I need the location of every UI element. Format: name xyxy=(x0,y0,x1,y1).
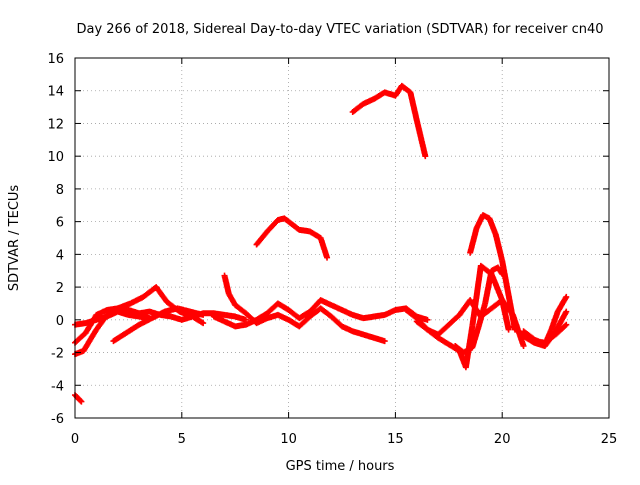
x-tick-label: 15 xyxy=(387,432,404,447)
series-arc-9 xyxy=(349,82,429,160)
plot-frame xyxy=(74,57,610,419)
series-trace xyxy=(72,393,84,404)
x-tick-label: 20 xyxy=(494,432,511,447)
series-trace xyxy=(254,215,330,260)
y-tick-label: 12 xyxy=(47,117,64,132)
y-tick-label: -6 xyxy=(51,412,64,427)
y-tick-label: -4 xyxy=(51,379,64,394)
series-trace xyxy=(111,305,205,344)
series-arc-7 xyxy=(210,297,431,330)
series-arc-16 xyxy=(531,321,570,346)
x-axis-label: GPS time / hours xyxy=(286,459,395,474)
series-trace xyxy=(467,212,518,332)
x-tick-label: 10 xyxy=(280,432,297,447)
axes: 0 5 10 15 20 25 -6 -4 -2 0 2 4 6 8 10 12 14 16 xyxy=(47,52,617,447)
series-trace xyxy=(73,305,248,345)
y-tick-label: 14 xyxy=(47,85,64,100)
chart-title: Day 266 of 2018, Sidereal Day-to-day VTE… xyxy=(76,22,603,37)
x-tick-label: 5 xyxy=(178,432,186,447)
y-tick-label: 10 xyxy=(47,150,64,165)
series-trace xyxy=(212,297,430,330)
y-tick-label: 8 xyxy=(56,183,64,198)
y-tick-label: 4 xyxy=(56,248,64,263)
series-trace xyxy=(221,274,387,344)
y-tick-label: 0 xyxy=(56,314,64,329)
series-trace xyxy=(453,265,505,355)
series-arc-6 xyxy=(221,272,388,345)
x-tick-label: 25 xyxy=(601,432,618,447)
y-tick-label: 16 xyxy=(47,52,64,67)
grid xyxy=(75,58,609,418)
series-arc-5 xyxy=(110,305,207,345)
data-series xyxy=(72,82,570,405)
y-tick-label: 6 xyxy=(56,216,64,231)
x-tick-label: 0 xyxy=(71,432,79,447)
series-arc-12 xyxy=(452,264,506,356)
series-trace xyxy=(350,83,428,158)
y-tick-label: 2 xyxy=(56,281,64,296)
series-arc-13 xyxy=(467,212,519,333)
series-trace xyxy=(532,322,569,346)
series-trace xyxy=(73,309,152,328)
y-axis-label: SDTVAR / TECUs xyxy=(7,185,22,292)
series-arc-1 xyxy=(72,392,85,405)
y-tick-label: -2 xyxy=(51,347,64,362)
series-arc-8 xyxy=(253,215,331,261)
